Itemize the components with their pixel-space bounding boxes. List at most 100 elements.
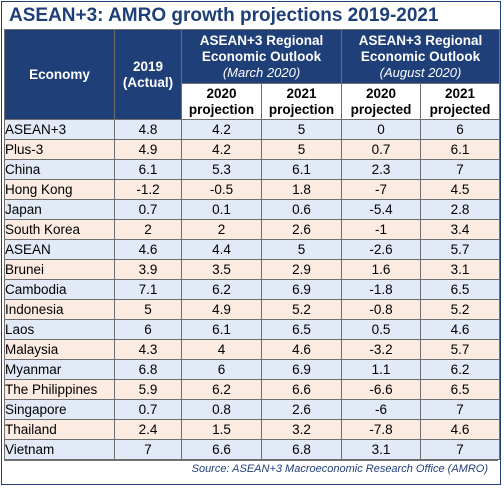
table-row: Indonesia 5 4.9 5.2 -0.8 5.2 (4, 299, 500, 320)
economy-cell: Vietnam (4, 439, 115, 460)
value-cell: 2.6 (261, 399, 342, 420)
value-cell: 1.8 (261, 179, 342, 200)
march-2020-outlook-header: ASEAN+3 Regional Economic Outlook (March… (181, 29, 342, 84)
value-cell: 0 (341, 119, 421, 140)
value-cell: 6.6 (261, 379, 342, 400)
table-row: South Korea 2 2 2.6 -1 3.4 (4, 219, 500, 240)
value-cell: 4.5 (420, 179, 500, 200)
economy-cell: The Philippines (4, 379, 115, 400)
value-cell: 4 (181, 339, 262, 360)
value-cell: 6.2 (181, 279, 262, 300)
value-cell: -2.6 (341, 239, 421, 260)
value-cell: 6.1 (181, 319, 262, 340)
value-cell: 4.6 (114, 239, 182, 260)
value-cell: 4.9 (114, 139, 182, 160)
value-cell: 2 (181, 219, 262, 240)
table-row: Singapore 0.7 0.8 2.6 -6 7 (4, 399, 500, 420)
value-cell: 3.1 (420, 259, 500, 280)
value-cell: 6.9 (261, 279, 342, 300)
table-body: ASEAN+3 4.8 4.2 5 0 6 Plus-3 4.9 4.2 5 0.7 6.1 China… (4, 119, 500, 460)
economy-cell: South Korea (4, 219, 115, 240)
value-cell: 4.6 (420, 419, 500, 440)
value-cell: 0.8 (181, 399, 262, 420)
value-cell: 3.1 (341, 439, 421, 460)
value-cell: 0.7 (341, 139, 421, 160)
table-row: Malaysia 4.3 4 4.6 -3.2 5.7 (4, 339, 500, 360)
value-cell: 6 (181, 359, 262, 380)
august-2020-outlook-header: ASEAN+3 Regional Economic Outlook (Augus… (341, 29, 500, 84)
economy-cell: Japan (4, 199, 115, 220)
value-cell: 6.5 (420, 279, 500, 300)
table-row: ASEAN+3 4.8 4.2 5 0 6 (4, 119, 500, 140)
value-cell: 6.8 (114, 359, 182, 380)
value-cell: -7 (341, 179, 421, 200)
table-row: Vietnam 7 6.6 6.8 3.1 7 (4, 439, 500, 460)
value-cell: 4.6 (261, 339, 342, 360)
value-cell: 0.5 (341, 319, 421, 340)
value-cell: 2 (114, 219, 182, 240)
value-cell: 5 (114, 299, 182, 320)
value-cell: 7 (420, 439, 500, 460)
value-cell: 1.6 (341, 259, 421, 280)
table-row: Japan 0.7 0.1 0.6 -5.4 2.8 (4, 199, 500, 220)
value-cell: 4.2 (181, 119, 262, 140)
value-cell: 7.1 (114, 279, 182, 300)
value-cell: 0.1 (181, 199, 262, 220)
value-cell: 2.3 (341, 159, 421, 180)
economy-cell: Cambodia (4, 279, 115, 300)
value-cell: 6 (420, 119, 500, 140)
value-cell: 2.8 (420, 199, 500, 220)
value-cell: 5.9 (114, 379, 182, 400)
table-row: Brunei 3.9 3.5 2.9 1.6 3.1 (4, 259, 500, 280)
year-2019-header: 2019 (Actual) (114, 29, 182, 120)
value-cell: 6.1 (420, 139, 500, 160)
economy-cell: Indonesia (4, 299, 115, 320)
economy-cell: Myanmar (4, 359, 115, 380)
march-2021-projection-header: 2021 projection (261, 83, 342, 120)
value-cell: 6 (114, 319, 182, 340)
value-cell: -3.2 (341, 339, 421, 360)
value-cell: -0.8 (341, 299, 421, 320)
value-cell: -6 (341, 399, 421, 420)
table-row: Thailand 2.4 1.5 3.2 -7.8 4.6 (4, 419, 500, 440)
value-cell: 3.5 (181, 259, 262, 280)
value-cell: 5 (261, 139, 342, 160)
value-cell: 2.4 (114, 419, 182, 440)
value-cell: 5 (261, 239, 342, 260)
value-cell: 0.6 (261, 199, 342, 220)
value-cell: -7.8 (341, 419, 421, 440)
value-cell: 4.4 (181, 239, 262, 260)
value-cell: 0.7 (114, 199, 182, 220)
august-2020-projected-header: 2020 projected (341, 83, 421, 120)
table-row: Plus-3 4.9 4.2 5 0.7 6.1 (4, 139, 500, 160)
value-cell: 5.2 (261, 299, 342, 320)
value-cell: 6.2 (181, 379, 262, 400)
value-cell: 6.6 (181, 439, 262, 460)
economy-cell: China (4, 159, 115, 180)
value-cell: 5.7 (420, 339, 500, 360)
table-row: Myanmar 6.8 6 6.9 1.1 6.2 (4, 359, 500, 380)
economy-cell: Malaysia (4, 339, 115, 360)
economy-cell: Brunei (4, 259, 115, 280)
march-2020-projection-header: 2020 projection (181, 83, 262, 120)
value-cell: 5 (261, 119, 342, 140)
economy-cell: Laos (4, 319, 115, 340)
value-cell: -1.2 (114, 179, 182, 200)
economy-cell: ASEAN (4, 239, 115, 260)
economy-cell: Plus-3 (4, 139, 115, 160)
value-cell: 4.6 (420, 319, 500, 340)
value-cell: 5.7 (420, 239, 500, 260)
value-cell: -6.6 (341, 379, 421, 400)
value-cell: 6.9 (261, 359, 342, 380)
table-row: Hong Kong -1.2 -0.5 1.8 -7 4.5 (4, 179, 500, 200)
value-cell: 3.2 (261, 419, 342, 440)
value-cell: 3.4 (420, 219, 500, 240)
value-cell: 6.1 (114, 159, 182, 180)
value-cell: 1.5 (181, 419, 262, 440)
value-cell: -0.5 (181, 179, 262, 200)
value-cell: 4.2 (181, 139, 262, 160)
value-cell: -1.8 (341, 279, 421, 300)
value-cell: 4.9 (181, 299, 262, 320)
value-cell: 5.2 (420, 299, 500, 320)
value-cell: 5.3 (181, 159, 262, 180)
